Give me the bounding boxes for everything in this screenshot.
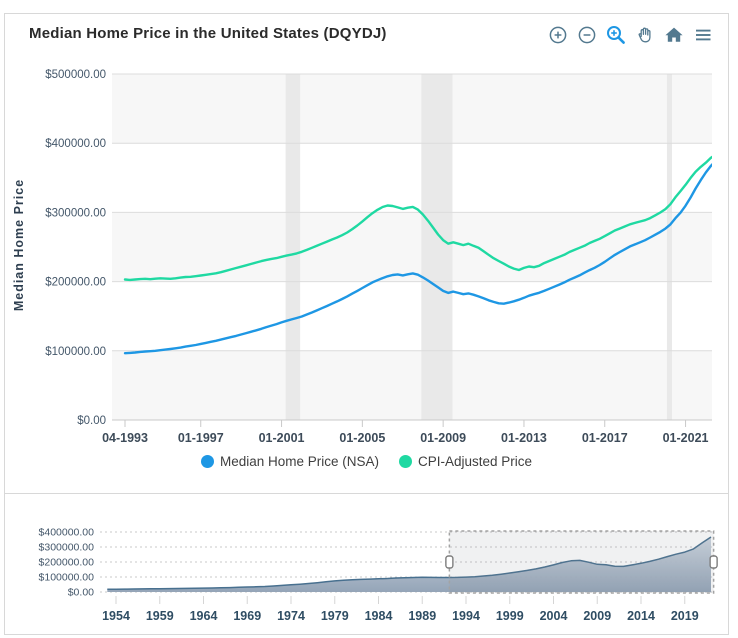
navigator-x-tick-label: 1964 <box>190 609 218 623</box>
x-axis-tick-label: 01-2009 <box>420 431 466 445</box>
navigator-x-tick-label: 1994 <box>452 609 480 623</box>
y-axis-tick-label: $100000.00 <box>45 346 106 358</box>
series-line-median-home-price <box>123 162 712 355</box>
interlaced-band <box>112 74 712 144</box>
navigator-x-tick-label: 2004 <box>540 609 568 623</box>
legend-marker-green <box>399 455 412 468</box>
interlaced-band <box>112 143 712 213</box>
navigator-x-tick-label: 2009 <box>583 609 611 623</box>
navigator-area-fill <box>107 537 712 592</box>
reset-home-button[interactable] <box>663 24 685 46</box>
y-axis-tick-label: $0.00 <box>77 415 106 427</box>
legend-label: CPI-Adjusted Price <box>418 454 533 469</box>
main-chart[interactable]: $500000.00 $400000.00 $300000.00 $200000.00… <box>5 14 728 452</box>
navigator-y-tick-label: $400000.00 <box>39 527 95 539</box>
chart-card: Median Home Price in the United States (… <box>4 13 729 635</box>
recession-stripe <box>421 74 453 420</box>
y-axis-tick-label: $200000.00 <box>45 277 106 289</box>
chart-toolbar <box>547 24 714 46</box>
navigator-x-tick-label: 1979 <box>321 609 349 623</box>
page-title: Median Home Price in the United States (… <box>29 25 387 42</box>
pan-button[interactable] <box>634 24 656 46</box>
zoom-out-icon <box>578 26 596 44</box>
navigator-x-tick-label: 1954 <box>102 609 130 623</box>
navigator-x-tick-label: 1999 <box>496 609 524 623</box>
menu-button[interactable] <box>692 24 714 46</box>
x-axis-tick-label: 04-1993 <box>102 431 148 445</box>
x-axis-tick-label: 01-2017 <box>582 431 628 445</box>
legend-item-cpi-adjusted[interactable]: CPI-Adjusted Price <box>399 454 532 469</box>
navigator-panel: $400000.00 $300000.00 $200000.00 $100000.00… <box>5 493 728 635</box>
navigator-area-line <box>107 536 712 591</box>
navigator-right-handle[interactable] <box>709 555 718 569</box>
navigator-x-tick-label: 1959 <box>146 609 174 623</box>
navigator-y-tick-label: $200000.00 <box>39 557 95 569</box>
home-icon <box>665 27 683 42</box>
interlaced-band <box>112 212 712 282</box>
hamburger-menu-icon <box>696 29 711 41</box>
y-axis-tick-label: $400000.00 <box>45 138 106 150</box>
navigator-x-tick-label: 1984 <box>365 609 393 623</box>
y-axis-tick-label: $300000.00 <box>45 207 106 219</box>
y-axis-tick-label: $500000.00 <box>45 69 106 81</box>
legend-marker-blue <box>200 455 214 468</box>
x-axis-tick-label: 01-2013 <box>501 431 547 445</box>
legend-item-median-home-price[interactable]: Median Home Price (NSA) <box>200 454 379 469</box>
navigator-x-tick-label: 1969 <box>233 609 261 623</box>
series-line-cpi-adjusted <box>123 155 712 282</box>
x-axis-tick-label: 01-2005 <box>339 431 385 445</box>
legend-label: Median Home Price (NSA) <box>219 454 379 469</box>
navigator-x-tick-label: 2014 <box>627 609 655 623</box>
navigator-x-tick-label: 1989 <box>408 609 436 623</box>
recession-stripe <box>285 74 301 420</box>
navigator-x-tick-label: 2019 <box>671 609 699 623</box>
interlaced-band <box>112 350 712 420</box>
box-zoom-magnifier-icon <box>607 26 625 44</box>
zoom-out-button[interactable] <box>576 24 598 46</box>
navigator-left-handle[interactable] <box>445 555 454 569</box>
x-axis-tick-label: 01-2001 <box>259 431 305 445</box>
navigator-chart[interactable]: $400000.00 $300000.00 $200000.00 $100000.00… <box>5 494 728 634</box>
navigator-y-tick-label: $300000.00 <box>39 542 95 554</box>
zoom-in-button[interactable] <box>547 24 569 46</box>
x-axis-tick-label: 01-1997 <box>178 431 224 445</box>
recession-stripe <box>666 74 673 420</box>
navigator-y-tick-label: $100000.00 <box>39 572 95 584</box>
x-axis-tick-label: 01-2021 <box>663 431 709 445</box>
zoom-in-icon <box>549 26 567 44</box>
interlaced-band <box>112 281 712 351</box>
navigator-y-tick-label: $0.00 <box>68 587 94 599</box>
pan-hand-icon <box>638 27 651 43</box>
navigator-x-tick-label: 1974 <box>277 609 305 623</box>
navigator-selection-mask[interactable] <box>449 531 714 593</box>
box-zoom-button[interactable] <box>605 24 627 46</box>
legend: Median Home Price (NSA) CPI-Adjusted Pri… <box>5 454 728 469</box>
